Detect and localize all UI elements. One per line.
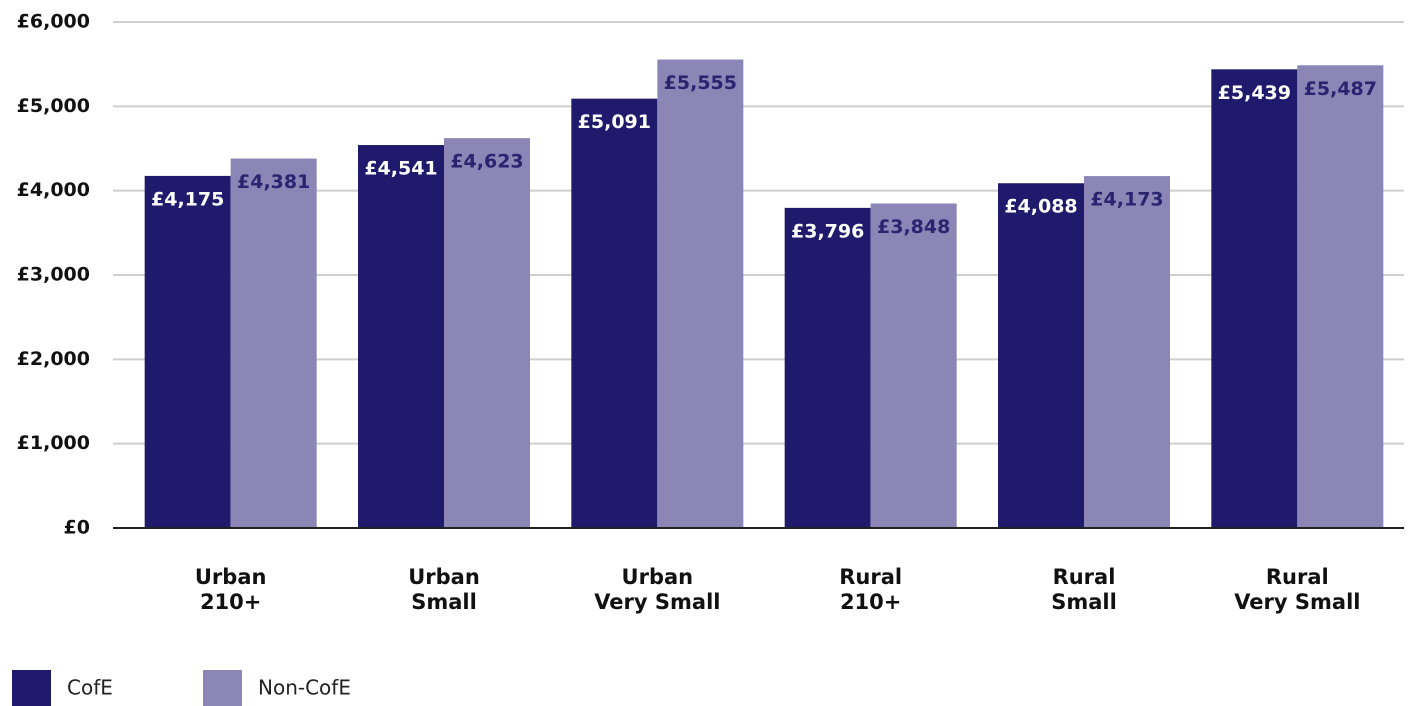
- data-label: £5,439: [1218, 82, 1291, 104]
- data-label: £3,796: [791, 220, 864, 242]
- x-tick-label: 210+: [200, 590, 261, 614]
- y-tick-label: £2,000: [17, 348, 90, 370]
- data-label: £4,381: [237, 171, 310, 193]
- y-tick-label: £5,000: [17, 95, 90, 117]
- bar: [1297, 65, 1384, 528]
- bar: [657, 59, 744, 529]
- y-tick-label: £4,000: [17, 179, 90, 201]
- bar: [358, 145, 444, 528]
- bar: [571, 98, 658, 528]
- x-tick-label: Urban: [408, 565, 480, 589]
- data-label: £5,487: [1304, 78, 1377, 100]
- data-label: £4,175: [151, 188, 224, 210]
- bar: [870, 203, 957, 528]
- data-label: £3,848: [877, 216, 950, 238]
- x-tick-label: Urban: [622, 565, 694, 589]
- x-tick-label: Very Small: [1234, 590, 1360, 614]
- legend-label: Non-CofE: [258, 676, 351, 700]
- y-tick-label: £0: [64, 517, 90, 539]
- x-tick-label: Rural: [1053, 565, 1116, 589]
- y-tick-label: £1,000: [17, 432, 90, 454]
- x-tick-label: Small: [411, 590, 477, 614]
- x-tick-label: Small: [1051, 590, 1117, 614]
- legend-label: CofE: [67, 676, 113, 700]
- x-tick-label: 210+: [840, 590, 901, 614]
- y-tick-label: £3,000: [17, 264, 90, 286]
- bar: [1084, 176, 1170, 528]
- x-tick-label: Very Small: [594, 590, 720, 614]
- data-label: £5,555: [664, 72, 737, 94]
- bar: [230, 158, 317, 529]
- data-label: £4,173: [1090, 189, 1163, 211]
- bar: [1211, 69, 1298, 528]
- bar: [998, 183, 1084, 528]
- bar: [444, 138, 530, 528]
- y-tick-label: £6,000: [17, 11, 90, 33]
- x-tick-label: Rural: [839, 565, 902, 589]
- data-label: £5,091: [578, 111, 651, 133]
- legend-swatch: [12, 670, 51, 706]
- bar: [144, 175, 231, 529]
- data-label: £4,623: [450, 151, 523, 173]
- data-label: £4,541: [364, 158, 437, 180]
- x-tick-label: Rural: [1266, 565, 1329, 589]
- bar: [784, 207, 871, 528]
- data-label: £4,088: [1004, 196, 1077, 218]
- x-tick-label: Urban: [195, 565, 267, 589]
- legend-swatch: [203, 670, 242, 706]
